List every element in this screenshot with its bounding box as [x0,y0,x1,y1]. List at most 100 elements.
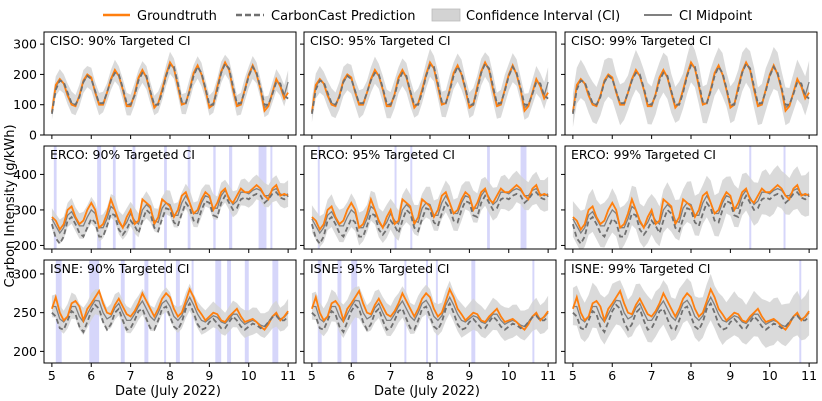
plot-area [51,146,289,249]
panel-title: ISNE: 95% Targeted CI [310,261,450,276]
y-tick-label: 200 [13,67,37,82]
series-groundtruth [311,287,549,331]
legend-item-midpoint: CI Midpoint [644,9,752,24]
series-ci-midpoint [311,187,549,235]
series-ci-midpoint [572,295,810,328]
x-tick-label: 11 [280,368,296,383]
panel-title: ISNE: 90% Targeted CI [50,261,190,276]
series-prediction [51,191,289,246]
series-groundtruth [51,287,289,331]
x-tick-label: 10 [762,368,778,383]
panel-isne-2: ISNE: 95% Targeted CI 5 6 7 8 9 10 11 [300,259,557,383]
panel-title: ERCO: 95% Targeted CI [310,147,455,162]
panel-title: CISO: 95% Targeted CI [310,33,451,48]
ci-violation-band [97,146,102,249]
y-tick-label: 200 [13,238,37,253]
panel-ciso-1: CISO: 90% Targeted CI 0 100 200 300 [13,31,297,143]
x-tick-label: 5 [569,368,577,383]
x-tick-label: 6 [608,368,616,383]
ci-band [572,273,810,348]
y-tick-label: 300 [13,266,37,281]
panel-isne-3: ISNE: 99% Targeted CI 5 6 7 8 9 10 11 [561,259,818,383]
panel-isne-1: ISNE: 90% Targeted CI 5 6 7 8 9 10 11 200 250 300 [13,259,297,383]
series-prediction [572,191,810,246]
series-prediction [311,301,549,334]
x-tick-label: 5 [308,368,316,383]
panels: CISO: 90% Targeted CI 0 100 200 300 CISO: 95%… [13,31,818,383]
x-tick-label: 9 [726,368,734,383]
x-tick-label: 7 [648,368,656,383]
y-tick-label: 0 [29,128,37,143]
panel-title: ISNE: 99% Targeted CI [571,261,711,276]
series-prediction [311,191,549,246]
y-tick-label: 300 [13,202,37,217]
plot-area [311,146,549,249]
plot-area [572,146,810,249]
y-tick-label: 300 [13,37,37,52]
x-tick-label: 8 [426,368,434,383]
x-tick-label: 8 [687,368,695,383]
x-tick-label: 8 [166,368,174,383]
legend-label-groundtruth: Groundtruth [137,9,217,24]
ci-band [311,48,549,123]
x-axis-label-col2: Date (July 2022) [374,384,480,399]
y-tick-label: 250 [13,305,37,320]
series-ci-midpoint [51,187,289,235]
plot-area [311,48,549,123]
x-tick-label: 7 [127,368,135,383]
ci-band [311,280,549,341]
plot-area [51,260,289,363]
legend-label-ci: Confidence Interval (CI) [466,9,620,24]
legend-label-prediction: CarbonCast Prediction [271,9,415,24]
x-tick-label: 9 [205,368,213,383]
panel-erco-1: ERCO: 90% Targeted CI 200 300 400 [13,145,297,253]
ci-violation-band [132,146,136,249]
series-groundtruth [311,183,549,232]
series-ci-midpoint [311,295,549,328]
series-ci-midpoint [572,187,810,235]
ci-band [51,174,289,245]
panel-title: ERCO: 90% Targeted CI [50,147,195,162]
plot-area [51,51,289,120]
y-tick-label: 100 [13,97,37,112]
legend-item-ci: Confidence Interval (CI) [431,8,620,24]
x-axis-label-col1: Date (July 2022) [115,384,221,399]
ci-violation-band [394,146,397,249]
y-tick-label: 200 [13,344,37,359]
x-tick-label: 11 [540,368,556,383]
x-tick-label: 10 [241,368,257,383]
panel-title: CISO: 99% Targeted CI [571,33,712,48]
x-tick-label: 6 [87,368,95,383]
x-tick-label: 7 [387,368,395,383]
series-prediction [51,62,289,114]
legend-label-midpoint: CI Midpoint [679,9,752,24]
x-tick-label: 9 [465,368,473,383]
ci-band [572,41,810,128]
y-axis-label: Carbon Intensity (g/kWh) [3,124,18,287]
legend: Groundtruth CarbonCast Prediction Confid… [103,8,752,24]
series-prediction [572,62,810,114]
plot-area [572,41,810,128]
y-tick-label: 400 [13,167,37,182]
panel-erco-3: ERCO: 99% Targeted CI [561,145,818,253]
legend-item-groundtruth: Groundtruth [103,9,217,24]
panel-ciso-2: CISO: 95% Targeted CI [300,31,557,139]
panel-title: CISO: 90% Targeted CI [50,33,191,48]
series-ci-midpoint [51,295,289,328]
series-groundtruth [572,183,810,232]
plot-area [572,260,810,363]
x-tick-label: 6 [347,368,355,383]
ci-violation-band [317,146,320,249]
x-tick-label: 5 [48,368,56,383]
series-prediction [311,62,549,114]
ci-violation-band [53,146,57,249]
x-tick-label: 11 [801,368,817,383]
panel-title: ERCO: 99% Targeted CI [571,147,716,162]
series-groundtruth [51,183,289,232]
legend-swatch-ci [431,8,461,22]
series-prediction [572,301,810,334]
panel-ciso-3: CISO: 99% Targeted CI [561,31,818,139]
panel-erco-2: ERCO: 95% Targeted CI [300,145,557,253]
series-prediction [51,301,289,334]
